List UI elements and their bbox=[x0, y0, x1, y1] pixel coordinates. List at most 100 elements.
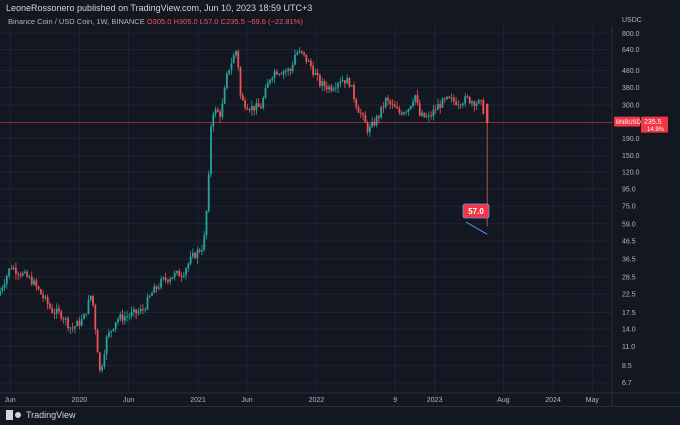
candle-body bbox=[157, 287, 160, 289]
candle-body bbox=[223, 88, 226, 104]
candle-body bbox=[303, 52, 305, 55]
tradingview-brand: TradingView bbox=[26, 410, 76, 420]
price-chart[interactable]: 800.0 640.0 480.0 380.0 300.0 190.0 150.0 120.0… bbox=[0, 0, 680, 406]
candle-body bbox=[423, 112, 426, 118]
candle-body bbox=[17, 273, 20, 275]
candle-body bbox=[5, 275, 8, 285]
candle-body bbox=[108, 332, 110, 337]
y-tick-label: 480.0 bbox=[622, 68, 640, 75]
candle-body bbox=[321, 81, 324, 86]
candle-body bbox=[148, 295, 151, 298]
candle-body bbox=[364, 115, 367, 123]
candle-body bbox=[353, 85, 355, 100]
candle-body bbox=[312, 66, 315, 75]
candle-body bbox=[182, 274, 185, 277]
candle-body bbox=[92, 295, 94, 306]
candle-body bbox=[55, 308, 58, 314]
candle-body bbox=[482, 100, 485, 114]
candle-body bbox=[250, 105, 253, 111]
candle-body bbox=[396, 107, 398, 109]
candle-body bbox=[330, 86, 333, 91]
y-tick-label: 28.5 bbox=[622, 274, 636, 281]
candle-body bbox=[33, 280, 35, 285]
x-tick-label: Jun bbox=[123, 397, 134, 404]
candle-body bbox=[382, 106, 385, 108]
candle-body bbox=[323, 81, 326, 87]
y-tick-label: 150.0 bbox=[622, 153, 640, 160]
legend-low: L57.0 bbox=[199, 17, 219, 26]
candle-body bbox=[307, 60, 310, 62]
annotation-pointer bbox=[465, 221, 488, 235]
symbol-label-bg bbox=[614, 116, 640, 127]
candle-body bbox=[146, 297, 149, 310]
candle-body bbox=[194, 252, 197, 259]
candle-body bbox=[167, 279, 169, 282]
candle-body bbox=[78, 320, 81, 326]
candle-body bbox=[425, 116, 428, 118]
candle-body bbox=[44, 296, 47, 299]
candle-body bbox=[405, 111, 408, 113]
candle-body bbox=[373, 121, 376, 126]
last-price-label-bg bbox=[641, 116, 668, 133]
candle-body bbox=[180, 276, 183, 278]
y-tick-label: 95.0 bbox=[622, 186, 636, 193]
y-tick-label: 17.5 bbox=[622, 310, 636, 317]
candle-body bbox=[348, 78, 351, 87]
candle-body bbox=[221, 103, 224, 117]
candle-body bbox=[49, 304, 51, 309]
candle-body bbox=[171, 277, 174, 279]
candle-body bbox=[164, 277, 167, 280]
candle-body bbox=[359, 112, 362, 114]
last-price-extra: 14.9% bbox=[647, 127, 665, 133]
candle-body bbox=[201, 250, 203, 252]
y-tick-label: 640.0 bbox=[622, 47, 640, 54]
candle-body bbox=[457, 104, 460, 106]
candle-body bbox=[402, 112, 405, 115]
candle-body bbox=[285, 70, 287, 72]
candle-body bbox=[473, 101, 476, 106]
low-annotation-box bbox=[462, 203, 490, 219]
candle-body bbox=[461, 103, 464, 106]
candle-body bbox=[153, 286, 156, 293]
legend-close: C235.5 bbox=[220, 17, 245, 26]
candle-body bbox=[103, 354, 106, 367]
candle-body bbox=[434, 109, 437, 111]
candle-body bbox=[471, 101, 473, 104]
candle-body bbox=[114, 322, 117, 329]
y-tick-label: 11.0 bbox=[622, 344, 635, 351]
candle-body bbox=[169, 278, 172, 282]
candle-body bbox=[35, 280, 38, 287]
candle-body bbox=[368, 126, 371, 133]
candle-body bbox=[464, 96, 467, 104]
candle-body bbox=[51, 308, 54, 313]
candle-body bbox=[160, 278, 163, 288]
chart-legend: Binance Coin / USD Coin, 1W, BINANCE O30… bbox=[8, 17, 303, 26]
candle-body bbox=[21, 272, 24, 276]
y-tick-label: 59.0 bbox=[622, 221, 636, 228]
candle-body bbox=[248, 109, 251, 111]
candle-body bbox=[246, 107, 249, 110]
candle-body bbox=[437, 104, 439, 110]
candle-body bbox=[228, 69, 231, 74]
x-tick-label: 2022 bbox=[309, 397, 325, 404]
candle-body bbox=[298, 50, 301, 53]
candle-body bbox=[393, 104, 396, 108]
candle-body bbox=[3, 284, 6, 288]
candle-body bbox=[71, 327, 74, 329]
candle-body bbox=[468, 96, 471, 104]
tradingview-logo[interactable]: TradingView bbox=[6, 410, 76, 420]
candle-body bbox=[216, 109, 219, 112]
candle-body bbox=[58, 308, 60, 312]
candle-body bbox=[416, 95, 419, 104]
candle-body bbox=[19, 274, 22, 276]
candle-body bbox=[235, 51, 237, 56]
candle-body bbox=[214, 109, 217, 115]
candle-body bbox=[441, 98, 444, 108]
candle-body bbox=[212, 114, 215, 127]
candle-body bbox=[427, 115, 430, 117]
candle-body bbox=[14, 267, 17, 274]
candle-body bbox=[101, 366, 104, 371]
candle-body bbox=[173, 272, 176, 278]
candle-body bbox=[387, 97, 389, 101]
legend-change: −69.6 (−22.81%) bbox=[246, 17, 303, 26]
